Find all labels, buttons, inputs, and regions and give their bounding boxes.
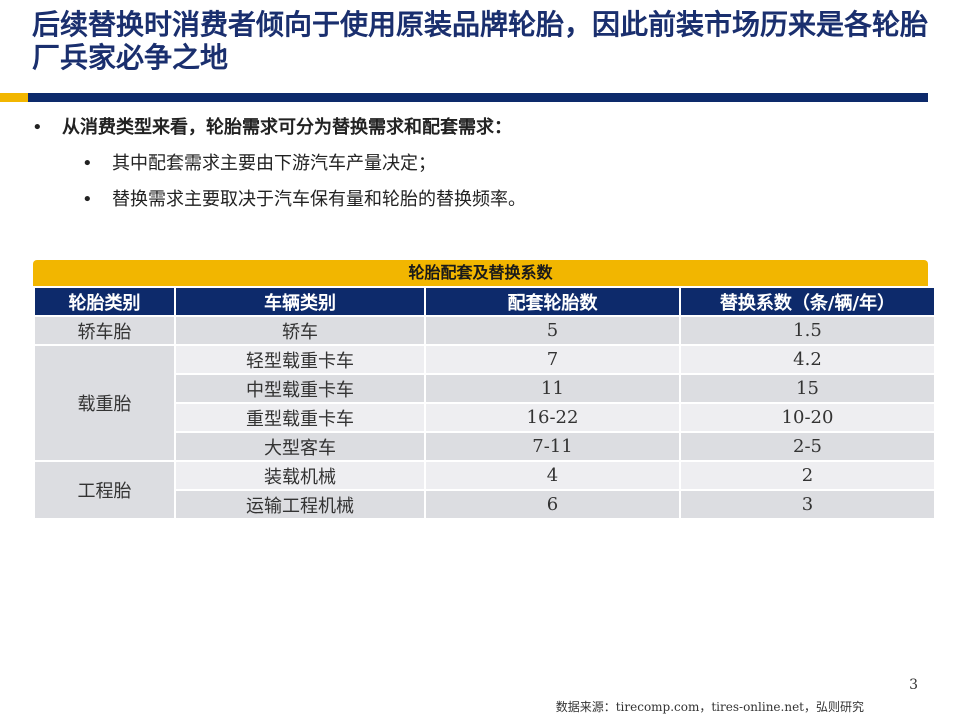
table-row: 运输工程机械 6 3 <box>35 491 934 518</box>
header-vehicle-category: 车辆类别 <box>176 288 424 315</box>
oe-cell: 7-11 <box>426 433 679 460</box>
bullet-list: • 从消费类型来看，轮胎需求可分为替换需求和配套需求： • 其中配套需求主要由下… <box>32 116 932 224</box>
category-cell: 载重胎 <box>35 346 174 460</box>
title-underline-bar <box>28 93 928 102</box>
bullet-sub: • 其中配套需求主要由下游汽车产量决定； <box>32 152 932 176</box>
header-tire-category: 轮胎类别 <box>35 288 174 315</box>
table-row: 大型客车 7-11 2-5 <box>35 433 934 460</box>
category-cell: 轿车胎 <box>35 317 174 344</box>
source-note: 数据来源：tirecomp.com，tires-online.net，弘则研究 <box>555 700 864 714</box>
vehicle-cell: 中型载重卡车 <box>176 375 424 402</box>
replace-cell: 10-20 <box>681 404 934 431</box>
bullet-main: • 从消费类型来看，轮胎需求可分为替换需求和配套需求： <box>32 116 932 140</box>
vehicle-cell: 装载机械 <box>176 462 424 489</box>
replace-cell: 4.2 <box>681 346 934 373</box>
vehicle-cell: 大型客车 <box>176 433 424 460</box>
bullet-marker: • <box>32 117 43 138</box>
oe-cell: 6 <box>426 491 679 518</box>
vehicle-cell: 轻型载重卡车 <box>176 346 424 373</box>
table-header-row: 轮胎类别 车辆类别 配套轮胎数 替换系数（条/辆/年） <box>35 288 934 315</box>
vehicle-cell: 运输工程机械 <box>176 491 424 518</box>
oe-cell: 16-22 <box>426 404 679 431</box>
data-table: 轮胎类别 车辆类别 配套轮胎数 替换系数（条/辆/年） 轿车胎 轿车 5 1.5… <box>33 286 936 520</box>
bullet-marker: • <box>82 153 93 174</box>
vehicle-cell: 轿车 <box>176 317 424 344</box>
replace-cell: 3 <box>681 491 934 518</box>
bullet-main-text: 从消费类型来看，轮胎需求可分为替换需求和配套需求： <box>62 117 512 138</box>
oe-cell: 4 <box>426 462 679 489</box>
table-caption: 轮胎配套及替换系数 <box>33 260 928 286</box>
table-row: 载重胎 轻型载重卡车 7 4.2 <box>35 346 934 460</box>
replace-cell: 2-5 <box>681 433 934 460</box>
bullet-sub-text: 其中配套需求主要由下游汽车产量决定； <box>112 153 436 174</box>
tire-coefficient-table: 轮胎配套及替换系数 轮胎类别 车辆类别 配套轮胎数 替换系数（条/辆/年） 轿车… <box>33 260 934 520</box>
replace-cell: 2 <box>681 462 934 489</box>
replace-cell: 15 <box>681 375 934 402</box>
oe-cell: 7 <box>426 346 679 373</box>
header-oe-tire-count: 配套轮胎数 <box>426 288 679 315</box>
table-row: 轿车胎 轿车 5 1.5 <box>35 317 934 344</box>
slide-title: 后续替换时消费者倾向于使用原装品牌轮胎，因此前装市场历来是各轮胎厂兵家必争之地 <box>32 8 929 74</box>
title-accent-bar <box>0 93 28 102</box>
bullet-sub: • 替换需求主要取决于汽车保有量和轮胎的替换频率。 <box>32 188 932 212</box>
oe-cell: 5 <box>426 317 679 344</box>
table-row: 中型载重卡车 11 15 <box>35 375 934 402</box>
table-row: 重型载重卡车 16-22 10-20 <box>35 404 934 431</box>
oe-cell: 11 <box>426 375 679 402</box>
category-cell: 工程胎 <box>35 462 174 518</box>
page-number: 3 <box>909 677 918 693</box>
replace-cell: 1.5 <box>681 317 934 344</box>
bullet-sub-text: 替换需求主要取决于汽车保有量和轮胎的替换频率。 <box>112 189 526 210</box>
bullet-marker: • <box>82 189 93 210</box>
header-replacement-coefficient: 替换系数（条/辆/年） <box>681 288 934 315</box>
table-row: 工程胎 装载机械 4 2 <box>35 462 934 518</box>
vehicle-cell: 重型载重卡车 <box>176 404 424 431</box>
